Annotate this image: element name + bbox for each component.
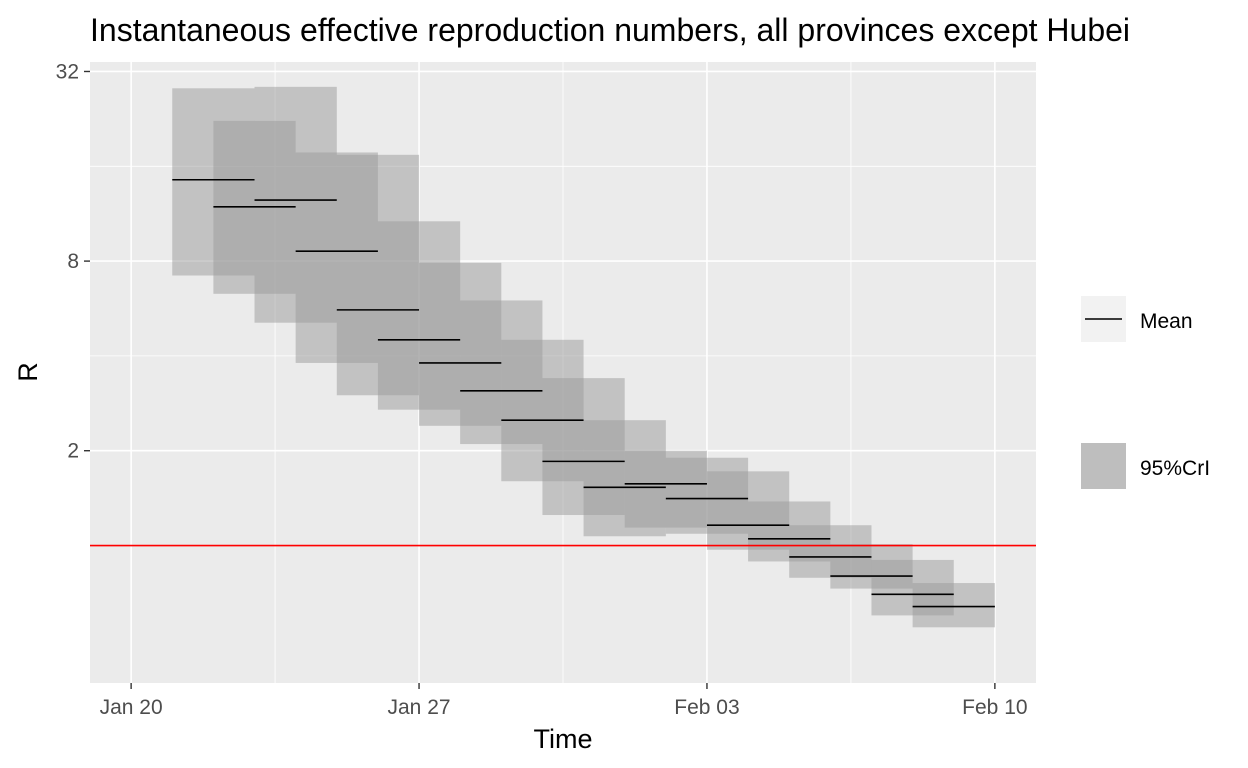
y-tick-label: 2 bbox=[67, 440, 79, 463]
x-tick-label: Feb 10 bbox=[962, 696, 1027, 719]
x-tick-label: Jan 27 bbox=[388, 696, 451, 719]
ribbon-window-19 bbox=[912, 583, 995, 628]
mean-segments bbox=[172, 178, 995, 608]
y-tick-label: 8 bbox=[67, 250, 79, 273]
chart-title: Instantaneous effective reproduction num… bbox=[90, 12, 1130, 48]
legend: Mean 95%CrI bbox=[1081, 296, 1210, 489]
y-axis-title: R bbox=[13, 362, 43, 382]
legend-label-mean: Mean bbox=[1140, 310, 1193, 333]
y-axis-ticks: 2 8 32 bbox=[56, 60, 90, 463]
legend-label-ribbon: 95%CrI bbox=[1140, 457, 1210, 480]
legend-key-ribbon bbox=[1081, 443, 1126, 489]
x-tick-label: Jan 20 bbox=[100, 696, 163, 719]
x-tick-label: Feb 03 bbox=[674, 696, 739, 719]
x-axis-title: Time bbox=[534, 724, 593, 754]
x-axis-ticks: Jan 20 Jan 27 Feb 03 Feb 10 bbox=[100, 683, 1028, 719]
y-tick-label: 32 bbox=[56, 60, 79, 83]
